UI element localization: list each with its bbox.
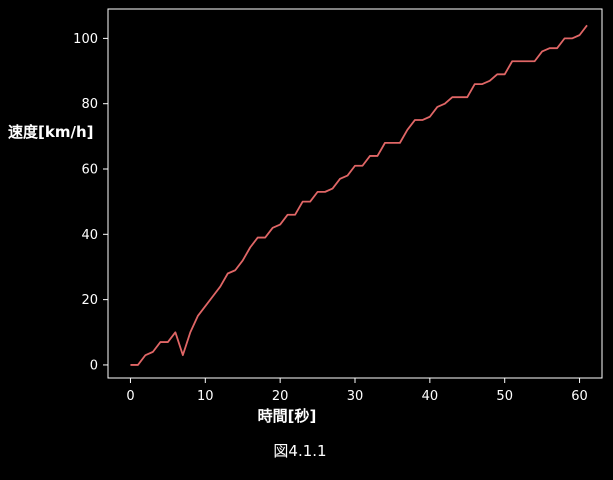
- x-tick-label: 50: [496, 389, 513, 404]
- x-tick-label: 60: [571, 389, 588, 404]
- figure-caption: 図4.1.1: [273, 442, 326, 460]
- series-line: [130, 24, 588, 366]
- x-tick-label: 30: [347, 389, 364, 404]
- y-axis-label: 速度[km/h]: [8, 123, 93, 141]
- y-tick-label: 60: [81, 163, 98, 178]
- y-tick-label: 80: [81, 97, 98, 112]
- x-tick-label: 10: [197, 389, 214, 404]
- x-tick-label: 20: [272, 389, 289, 404]
- y-tick-label: 100: [73, 32, 98, 47]
- x-tick-label: 40: [422, 389, 439, 404]
- y-tick-label: 20: [81, 293, 98, 308]
- plot-frame: [107, 8, 603, 379]
- y-tick-label: 40: [81, 228, 98, 243]
- y-tick-label: 0: [90, 358, 98, 373]
- x-axis-label: 時間[秒]: [258, 407, 317, 425]
- x-axis-ticks: 0 10 20 30 40 50 60: [126, 378, 588, 404]
- x-tick-label: 0: [126, 389, 134, 404]
- y-axis-ticks: 0 20 40 60 80 100: [73, 32, 108, 373]
